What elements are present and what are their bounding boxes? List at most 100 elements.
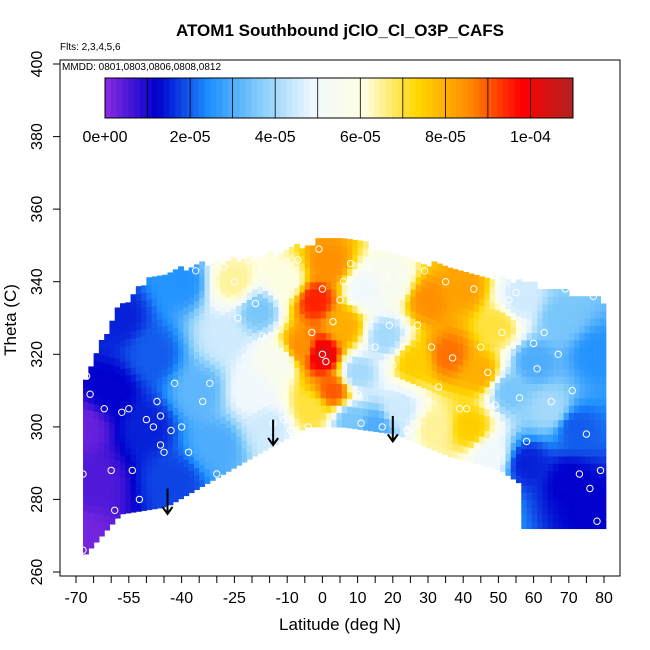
heatmap-cell bbox=[241, 316, 248, 325]
heatmap-cell bbox=[320, 376, 327, 384]
heatmap-cell bbox=[98, 419, 105, 428]
heatmap-cell bbox=[267, 331, 274, 339]
heatmap-cell bbox=[426, 397, 433, 405]
heatmap-cell bbox=[552, 339, 559, 348]
sample-point bbox=[79, 470, 87, 478]
heatmap-cell bbox=[568, 412, 575, 421]
heatmap-cell bbox=[447, 434, 454, 443]
heatmap-cell bbox=[104, 471, 111, 480]
heatmap-cell bbox=[178, 266, 184, 275]
sample-point bbox=[177, 423, 186, 431]
heatmap-cell bbox=[463, 453, 470, 462]
heatmap-cell bbox=[531, 376, 538, 384]
heatmap-cell bbox=[172, 327, 179, 336]
heatmap-cell bbox=[120, 310, 126, 319]
heatmap-cell bbox=[505, 351, 512, 360]
heatmap-cell bbox=[405, 373, 411, 382]
colorbar-bin bbox=[537, 78, 545, 118]
heatmap-cell bbox=[494, 302, 501, 311]
heatmap-cell bbox=[183, 306, 190, 315]
heatmap-cell bbox=[584, 499, 591, 508]
heatmap-cell bbox=[188, 470, 195, 479]
heatmap-cell bbox=[236, 421, 243, 430]
colorbar-bin bbox=[479, 78, 486, 118]
heatmap-cell bbox=[579, 521, 586, 530]
heatmap-cell bbox=[579, 376, 586, 384]
heatmap-cell bbox=[262, 355, 269, 364]
heatmap-cell bbox=[595, 412, 602, 421]
heatmap-cell bbox=[595, 325, 602, 334]
heatmap-cell bbox=[394, 333, 401, 342]
heatmap-cell bbox=[162, 303, 169, 312]
heatmap-cell bbox=[558, 499, 565, 508]
heatmap-cell bbox=[294, 367, 301, 376]
heatmap-cell bbox=[325, 281, 332, 290]
heatmap-cell bbox=[151, 276, 158, 285]
heatmap-cell bbox=[262, 377, 269, 386]
heatmap-cell bbox=[120, 390, 126, 399]
heatmap-cell bbox=[220, 423, 227, 432]
heatmap-cell bbox=[146, 502, 153, 511]
sample-point bbox=[470, 285, 478, 293]
heatmap-cell bbox=[188, 427, 195, 436]
heatmap-cell bbox=[341, 347, 348, 356]
heatmap-cell bbox=[325, 274, 332, 283]
heatmap-cell bbox=[494, 324, 501, 333]
heatmap-cell bbox=[595, 521, 602, 530]
heatmap-cell bbox=[135, 409, 142, 418]
heatmap-cell bbox=[246, 262, 253, 271]
flights-note: Flts: 2,3,4,5,6 bbox=[60, 42, 121, 53]
heatmap-cell bbox=[542, 339, 549, 348]
heatmap-cell bbox=[204, 461, 211, 470]
heatmap-cell bbox=[225, 398, 232, 407]
heatmap-cell bbox=[362, 321, 369, 329]
heatmap-cell bbox=[568, 506, 575, 515]
heatmap-cell bbox=[172, 363, 179, 372]
heatmap-cell bbox=[225, 449, 232, 458]
heatmap-cell bbox=[283, 286, 290, 294]
heatmap-cell bbox=[574, 412, 580, 421]
heatmap-cell bbox=[294, 389, 301, 397]
heatmap-cell bbox=[230, 460, 237, 469]
heatmap-cell bbox=[183, 451, 190, 460]
heatmap-cell bbox=[552, 513, 559, 522]
heatmap-cell bbox=[479, 283, 485, 292]
sample-point bbox=[382, 274, 390, 282]
heatmap-cell bbox=[394, 376, 401, 385]
heatmap-cell bbox=[378, 323, 385, 332]
heatmap-cell bbox=[494, 288, 501, 296]
heatmap-cell bbox=[199, 392, 206, 400]
heatmap-cell bbox=[220, 292, 227, 301]
heatmap-cell bbox=[141, 357, 147, 366]
heatmap-cell bbox=[595, 310, 602, 319]
heatmap-cell bbox=[193, 395, 200, 403]
heatmap-cell bbox=[468, 360, 475, 369]
heatmap-cell bbox=[267, 258, 274, 267]
heatmap-cell bbox=[325, 347, 332, 355]
heatmap-cell bbox=[204, 396, 211, 405]
heatmap-cell bbox=[230, 395, 237, 404]
heatmap-cell bbox=[83, 488, 89, 497]
heatmap-cell bbox=[141, 408, 147, 417]
heatmap-cell bbox=[331, 252, 338, 261]
heatmap-cell bbox=[88, 431, 95, 440]
heatmap-cell bbox=[394, 413, 401, 421]
heatmap-cell bbox=[399, 299, 406, 307]
heatmap-cell bbox=[336, 303, 343, 312]
heatmap-cell bbox=[104, 377, 111, 386]
heatmap-cell bbox=[473, 376, 480, 385]
heatmap-cell bbox=[531, 296, 538, 305]
heatmap-cell bbox=[415, 269, 422, 278]
heatmap-cell bbox=[172, 392, 179, 401]
heatmap-cell bbox=[172, 450, 179, 459]
heatmap-cell bbox=[341, 390, 348, 399]
heatmap-cell bbox=[600, 499, 607, 508]
heatmap-cell bbox=[347, 333, 353, 342]
heatmap-cell bbox=[246, 400, 253, 409]
heatmap-cell bbox=[257, 380, 264, 389]
heatmap-cell bbox=[215, 382, 221, 391]
heatmap-cell bbox=[384, 396, 390, 405]
heatmap-cell bbox=[93, 425, 100, 434]
heatmap-cell bbox=[542, 354, 549, 363]
heatmap-cell bbox=[257, 271, 264, 280]
